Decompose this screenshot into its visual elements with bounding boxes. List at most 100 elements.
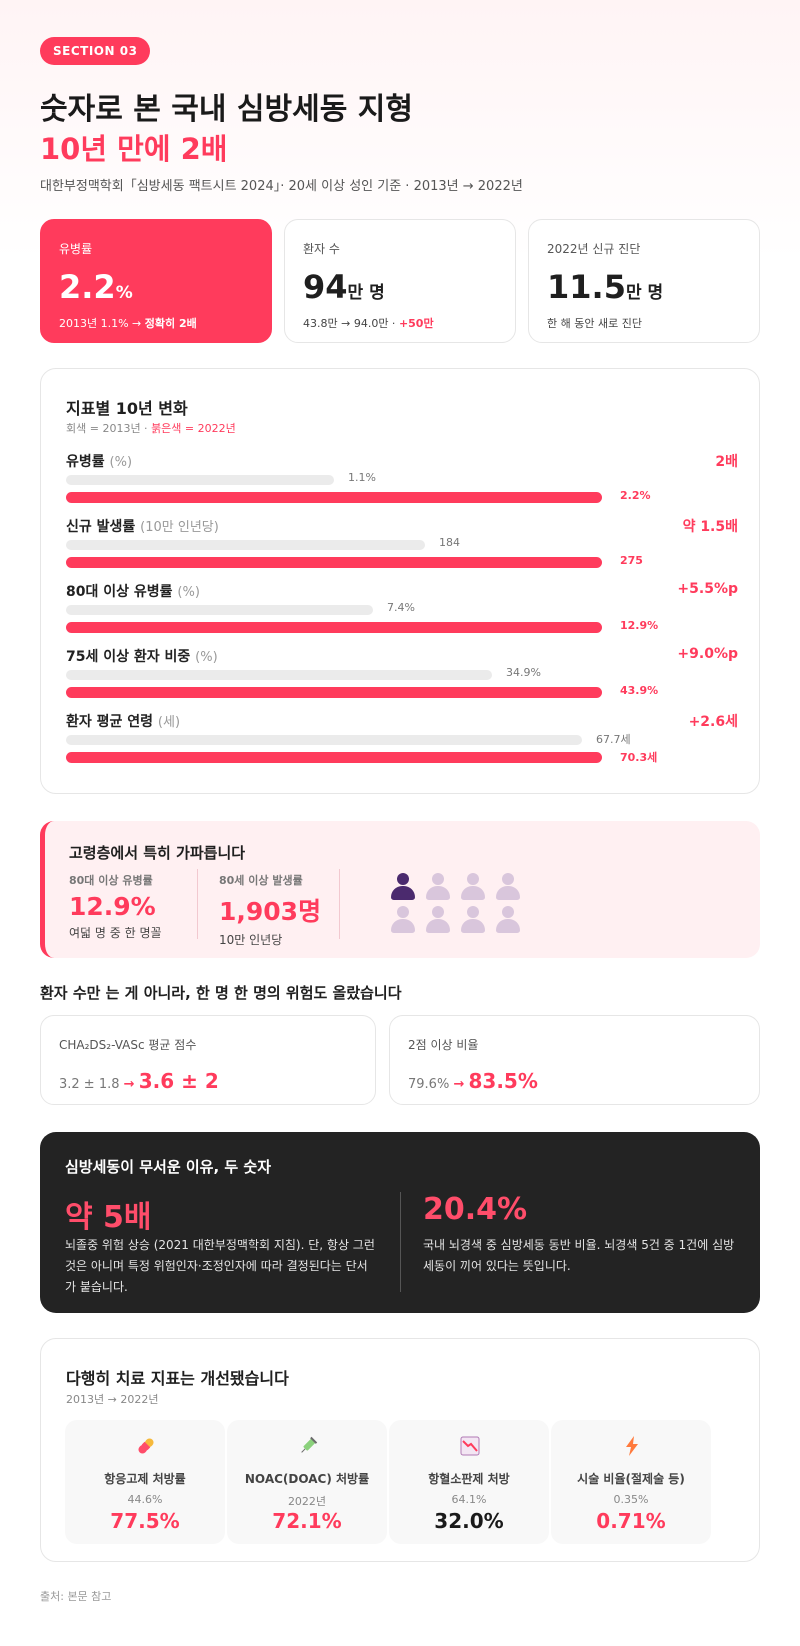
syringe-icon bbox=[301, 1436, 318, 1453]
elderly-incidence-value: 1,903명 bbox=[219, 897, 322, 926]
page-title: 숫자로 본 국내 심방세동 지형 bbox=[40, 92, 413, 127]
stat-value: 2.2% bbox=[59, 268, 133, 306]
bar-2013-label: 34.9% bbox=[506, 666, 541, 679]
stat-sub: 한 해 동안 새로 진단 bbox=[547, 317, 642, 330]
indicator-name: 신규 발생률 (10만 인년당) bbox=[66, 519, 219, 535]
indicator-row: 75세 이상 환자 비중 (%) +9.0%p 34.9% 43.9% bbox=[66, 646, 738, 706]
person-icon bbox=[459, 906, 487, 936]
divider bbox=[197, 869, 198, 939]
treatment-tile-after: 77.5% bbox=[110, 1509, 180, 1533]
treatment-tile-before: 0.35% bbox=[613, 1493, 649, 1506]
treatment-panel: 다행히 치료 지표는 개선됐습니다 2013년 → 2022년 항응고제 처방률… bbox=[40, 1338, 760, 1562]
stat-value: 11.5만 명 bbox=[547, 268, 664, 306]
elderly-callout: 고령층에서 특히 가파릅니다 80대 이상 유병률 12.9% 여덟 명 중 한… bbox=[40, 821, 760, 958]
indicator-name: 75세 이상 환자 비중 (%) bbox=[66, 649, 218, 665]
bar-2022 bbox=[66, 687, 602, 698]
person-icon bbox=[459, 873, 487, 903]
bar-2022-label: 2.2% bbox=[620, 489, 651, 502]
divider bbox=[339, 869, 340, 939]
person-icon bbox=[424, 906, 452, 936]
elderly-incidence-sub: 10만 인년당 bbox=[219, 933, 283, 947]
elderly-prevalence-sub: 여덟 명 중 한 명꼴 bbox=[69, 926, 162, 940]
lightning-icon bbox=[626, 1436, 638, 1456]
person-icon bbox=[494, 873, 522, 903]
bar-2022 bbox=[66, 622, 602, 633]
risk-card-label: 2점 이상 비율 bbox=[408, 1038, 479, 1052]
person-icon bbox=[494, 906, 522, 936]
indicator-name: 유병률 (%) bbox=[66, 454, 133, 470]
risk-section-title: 환자 수만 는 게 아니라, 한 명 한 명의 위험도 올랐습니다 bbox=[40, 984, 402, 1002]
stat-value: 94만 명 bbox=[303, 268, 385, 306]
treatment-tile-label: 항응고제 처방률 bbox=[104, 1472, 186, 1486]
risk-card-label: CHA₂DS₂-VASc 평균 점수 bbox=[59, 1038, 197, 1052]
treatment-tile: 시술 비율(절제술 등) 0.35% 0.71% bbox=[551, 1420, 711, 1544]
stat-label: 환자 수 bbox=[303, 242, 340, 256]
person-icon bbox=[389, 906, 417, 936]
bar-2013-label: 184 bbox=[439, 536, 460, 549]
treatment-tile-after: 72.1% bbox=[272, 1509, 342, 1533]
indicator-change: 2배 bbox=[715, 454, 738, 470]
treatment-tile: NOAC(DOAC) 처방률 2022년 72.1% bbox=[227, 1420, 387, 1544]
stat-card-prevalence: 유병률 2.2% 2013년 1.1% → 정확히 2배 bbox=[40, 219, 272, 343]
bar-2022 bbox=[66, 752, 602, 763]
indicators-title: 지표별 10년 변화 bbox=[66, 399, 188, 418]
person-icon bbox=[389, 873, 417, 903]
bar-2022-label: 70.3세 bbox=[620, 751, 658, 764]
indicator-row: 신규 발생률 (10만 인년당) 약 1.5배 184 275 bbox=[66, 516, 738, 576]
elderly-prevalence: 80대 이상 유병률 12.9% 여덟 명 중 한 명꼴 bbox=[69, 872, 162, 941]
bar-2013 bbox=[66, 670, 492, 680]
elderly-prevalence-value: 12.9% bbox=[69, 892, 156, 921]
treatment-title: 다행히 치료 지표는 개선됐습니다 bbox=[66, 1369, 289, 1388]
bar-2022-label: 275 bbox=[620, 554, 643, 567]
treatment-tile-before: 2022년 bbox=[287, 1495, 327, 1508]
stat-sub: 43.8만 → 94.0만 · +50만 bbox=[303, 317, 434, 330]
treatment-tile-after: 32.0% bbox=[434, 1509, 504, 1533]
risk-card-score: CHA₂DS₂-VASc 평균 점수 3.2 ± 1.8 → 3.6 ± 2 bbox=[40, 1015, 376, 1105]
risk-card-value: 79.6% → 83.5% bbox=[408, 1069, 538, 1093]
page-subtitle: 대한부정맥학회「심방세동 팩트시트 2024」· 20세 이상 성인 기준 · … bbox=[40, 179, 523, 194]
source-note: 출처: 본문 참고 bbox=[40, 1590, 112, 1603]
risk-card-value: 3.2 ± 1.8 → 3.6 ± 2 bbox=[59, 1069, 219, 1093]
indicator-change: 약 1.5배 bbox=[682, 519, 738, 535]
bar-2022-label: 43.9% bbox=[620, 684, 659, 697]
infarction-ratio-text: 국내 뇌경색 중 심방세동 동반 비율. 뇌경색 5건 중 1건에 심방세동이 … bbox=[423, 1238, 735, 1273]
bar-2013-label: 1.1% bbox=[348, 471, 376, 484]
indicator-row: 80대 이상 유병률 (%) +5.5%p 7.4% 12.9% bbox=[66, 581, 738, 641]
stat-label: 유병률 bbox=[59, 242, 93, 256]
stat-card-new-diagnosis: 2022년 신규 진단 11.5만 명 한 해 동안 새로 진단 bbox=[528, 219, 760, 343]
indicators-panel: 지표별 10년 변화 회색 = 2013년 · 붉은색 = 2022년 유병률 … bbox=[40, 368, 760, 794]
treatment-tile-after: 0.71% bbox=[596, 1509, 666, 1533]
stroke-risk-value: 약 5배 bbox=[65, 1200, 152, 1235]
indicator-change: +5.5%p bbox=[677, 581, 738, 597]
infarction-ratio-value: 20.4% bbox=[423, 1192, 528, 1227]
bar-2013 bbox=[66, 605, 373, 615]
treatment-tile-before: 44.6% bbox=[127, 1493, 163, 1506]
person-icon bbox=[424, 873, 452, 903]
treatment-tile-before: 64.1% bbox=[451, 1493, 487, 1506]
elderly-incidence-label: 80세 이상 발생률 bbox=[219, 874, 303, 887]
key-numbers-panel: 심방세동이 무서운 이유, 두 숫자 약 5배 뇌졸중 위험 상승 (2021 … bbox=[40, 1132, 760, 1313]
indicator-change: +9.0%p bbox=[677, 646, 738, 662]
key-numbers-title: 심방세동이 무서운 이유, 두 숫자 bbox=[65, 1158, 271, 1176]
elderly-title: 고령층에서 특히 가파릅니다 bbox=[69, 844, 246, 862]
indicator-row: 환자 평균 연령 (세) +2.6세 67.7세 70.3세 bbox=[66, 711, 738, 771]
bar-2013 bbox=[66, 735, 582, 745]
section-badge: SECTION 03 bbox=[40, 37, 151, 65]
indicator-row: 유병률 (%) 2배 1.1% 2.2% bbox=[66, 451, 738, 511]
bar-2022 bbox=[66, 492, 602, 503]
pill-icon bbox=[138, 1438, 154, 1454]
bar-2013 bbox=[66, 475, 334, 485]
bar-2013-label: 67.7세 bbox=[596, 733, 631, 746]
indicator-name: 80대 이상 유병률 (%) bbox=[66, 584, 200, 600]
bar-2013 bbox=[66, 540, 425, 550]
stroke-risk-text: 뇌졸중 위험 상승 (2021 대한부정맥학회 지침). 단, 항상 그런 것은… bbox=[65, 1238, 375, 1294]
treatment-tile: 항혈소판제 처방 64.1% 32.0% bbox=[389, 1420, 549, 1544]
treatment-tile-label: NOAC(DOAC) 처방률 bbox=[244, 1472, 370, 1486]
risk-card-ratio: 2점 이상 비율 79.6% → 83.5% bbox=[389, 1015, 760, 1105]
indicators-legend: 회색 = 2013년 · 붉은색 = 2022년 bbox=[66, 422, 236, 435]
treatment-tile-label: 시술 비율(절제술 등) bbox=[577, 1472, 685, 1486]
stat-label: 2022년 신규 진단 bbox=[547, 242, 641, 256]
treatment-tile: 항응고제 처방률 44.6% 77.5% bbox=[65, 1420, 225, 1544]
elderly-incidence: 80세 이상 발생률 1,903명 10만 인년당 bbox=[219, 872, 321, 948]
